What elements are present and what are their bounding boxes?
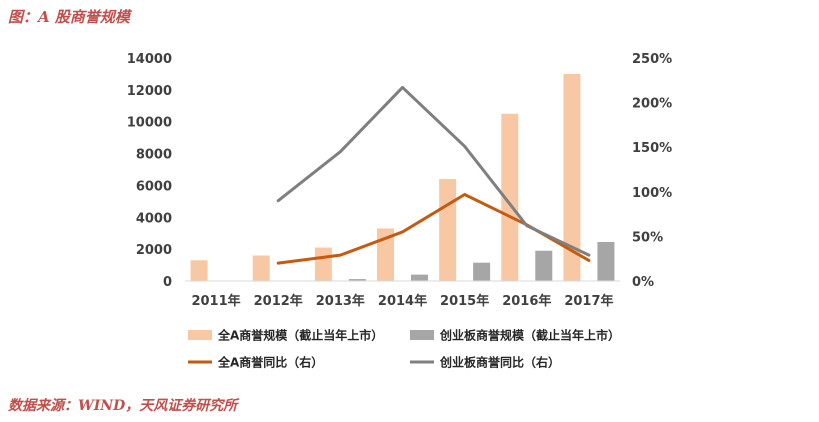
- legend-swatch-bar: [410, 330, 434, 340]
- bar-all-a: [190, 260, 208, 281]
- y-right-tick-label: 250%: [632, 52, 672, 67]
- y-left-tick-label: 10000: [127, 116, 172, 131]
- x-tick-label: 2014年: [378, 293, 427, 309]
- legend-label: 全A商誉规模（截止当年上市）: [217, 328, 383, 343]
- x-tick-label: 2013年: [316, 293, 365, 309]
- bar-chinext: [473, 262, 491, 281]
- y-left-tick-label: 0: [163, 275, 172, 290]
- line-chinext-yoy: [276, 85, 591, 257]
- y-left-tick-label: 12000: [127, 84, 172, 99]
- x-tick-label: 2015年: [440, 293, 489, 309]
- y-right-tick-label: 150%: [632, 141, 672, 156]
- bar-all-a: [377, 228, 394, 281]
- y-right-tick-label: 100%: [632, 186, 672, 201]
- x-tick-label: 2017年: [564, 293, 613, 309]
- bar-chinext: [597, 241, 615, 281]
- bar-all-a: [252, 255, 270, 281]
- data-source-note: 数据来源：WIND，天风证券研究所: [8, 398, 238, 414]
- x-tick-label: 2011年: [191, 293, 240, 309]
- y-right-tick-label: 0%: [632, 275, 654, 290]
- bar-all-a: [563, 73, 581, 281]
- y-left-tick-label: 4000: [136, 211, 172, 226]
- y-left-tick-label: 14000: [127, 52, 172, 67]
- y-left-tick-label: 2000: [136, 243, 172, 258]
- y-left-tick-label: 6000: [136, 179, 172, 194]
- legend-swatch-bar: [188, 330, 212, 340]
- x-tick-label: 2012年: [254, 293, 303, 309]
- y-right-tick-label: 50%: [632, 230, 663, 245]
- chart-title: 图：A 股商誉规模: [8, 8, 130, 26]
- bar-chinext: [348, 279, 366, 281]
- legend-label: 创业板商誉规模（截止当年上市）: [439, 328, 620, 343]
- bar-chinext: [411, 274, 428, 281]
- legend-label: 创业板商誉同比（右）: [439, 355, 560, 370]
- y-left-tick-label: 8000: [136, 148, 172, 163]
- x-tick-label: 2016年: [502, 293, 551, 309]
- y-right-tick-label: 200%: [632, 97, 672, 112]
- bar-chinext: [535, 250, 553, 281]
- legend-label: 全A商誉同比（右）: [217, 355, 323, 370]
- bar-all-a: [314, 247, 332, 281]
- bar-all-a: [439, 179, 457, 281]
- bar-all-a: [501, 113, 519, 281]
